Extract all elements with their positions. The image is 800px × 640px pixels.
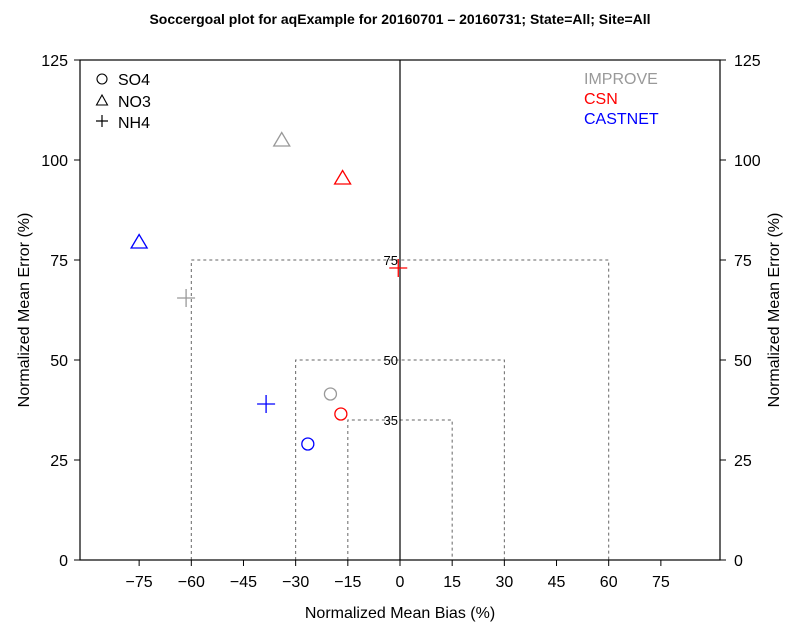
y-axis-ticks: 0 0 25 25 50 50 75 75 100 100 125 125 bbox=[41, 53, 761, 570]
chart-title: Soccergoal plot for aqExample for 201607… bbox=[149, 11, 650, 27]
legend-circle-icon bbox=[96, 73, 108, 85]
x-tick-label: −75 bbox=[126, 574, 153, 591]
y-tick-label-left: 25 bbox=[50, 453, 68, 470]
legend-triangle-icon bbox=[95, 93, 109, 106]
goal-box-75 bbox=[190, 259, 610, 560]
improve-so4-point bbox=[323, 387, 338, 401]
x-axis-ticks: −75 −60 −45 −30 −15 0 15 30 45 60 75 bbox=[126, 560, 670, 591]
castnet-so4-point bbox=[301, 437, 315, 451]
y-axis-label-right: Normalized Mean Error (%) bbox=[766, 213, 783, 408]
x-tick-label: 0 bbox=[396, 574, 405, 591]
x-axis-label: Normalized Mean Bias (%) bbox=[305, 605, 495, 622]
legend-plus-icon bbox=[96, 115, 108, 127]
csn-no3-point bbox=[333, 169, 352, 185]
y-tick-label-right: 0 bbox=[734, 553, 743, 570]
legend-no3-label: NO3 bbox=[118, 94, 151, 111]
y-tick-label-right: 125 bbox=[734, 53, 761, 70]
goal-box-label: 50 bbox=[384, 353, 398, 368]
y-tick-label-right: 75 bbox=[734, 253, 752, 270]
castnet-nh4-point bbox=[257, 395, 276, 413]
y-tick-label-left: 125 bbox=[41, 53, 68, 70]
y-tick-label-right: 50 bbox=[734, 353, 752, 370]
x-tick-label: 15 bbox=[443, 574, 461, 591]
csn-nh4-point bbox=[389, 259, 408, 277]
x-tick-label: 75 bbox=[652, 574, 670, 591]
y-tick-label-left: 0 bbox=[59, 553, 68, 570]
legend-castnet-label: CASTNET bbox=[584, 111, 659, 128]
goal-box-label: 75 bbox=[384, 253, 398, 268]
x-tick-label: −45 bbox=[230, 574, 257, 591]
x-tick-label: −15 bbox=[334, 574, 361, 591]
marker-legend: SO4 NO3 NH4 bbox=[95, 72, 151, 132]
legend-csn-label: CSN bbox=[584, 91, 618, 108]
x-tick-label: 60 bbox=[600, 574, 618, 591]
x-tick-label: −30 bbox=[282, 574, 309, 591]
x-tick-label: −60 bbox=[178, 574, 205, 591]
y-axis-label-left: Normalized Mean Error (%) bbox=[16, 213, 33, 408]
legend-improve-label: IMPROVE bbox=[584, 71, 658, 88]
goal-box-label: 35 bbox=[384, 413, 398, 428]
y-tick-label-right: 100 bbox=[734, 153, 761, 170]
castnet-no3-point bbox=[129, 233, 149, 249]
network-legend: IMPROVE CSN CASTNET bbox=[584, 71, 659, 128]
improve-nh4-point bbox=[177, 289, 196, 307]
y-tick-label-left: 100 bbox=[41, 153, 68, 170]
legend-so4-label: SO4 bbox=[118, 72, 150, 89]
legend-nh4-label: NH4 bbox=[118, 115, 150, 132]
improve-no3-point bbox=[272, 131, 291, 147]
y-tick-label-left: 50 bbox=[50, 353, 68, 370]
data-points bbox=[129, 131, 408, 451]
y-tick-label-right: 25 bbox=[734, 453, 752, 470]
csn-so4-point bbox=[334, 407, 348, 421]
x-tick-label: 30 bbox=[495, 574, 513, 591]
y-tick-label-left: 75 bbox=[50, 253, 68, 270]
x-tick-label: 45 bbox=[548, 574, 566, 591]
